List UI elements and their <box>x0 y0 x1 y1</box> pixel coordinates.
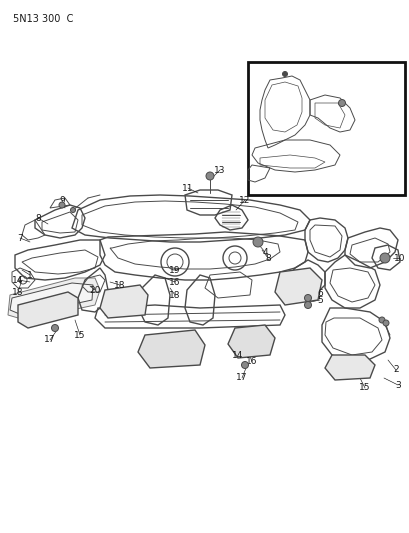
Text: 13: 13 <box>214 166 225 174</box>
Circle shape <box>205 172 213 180</box>
Circle shape <box>252 237 262 247</box>
Text: 3: 3 <box>394 381 400 390</box>
Polygon shape <box>100 285 148 318</box>
Text: 9: 9 <box>59 196 65 205</box>
Text: 15: 15 <box>358 384 370 392</box>
Polygon shape <box>138 330 204 368</box>
Text: 12: 12 <box>239 196 250 205</box>
Circle shape <box>382 320 388 326</box>
Text: 8: 8 <box>265 254 270 262</box>
Text: 8: 8 <box>35 214 41 222</box>
Text: 21: 21 <box>261 114 272 123</box>
Text: 6: 6 <box>316 288 322 297</box>
Text: 10: 10 <box>393 254 405 262</box>
Circle shape <box>52 325 58 332</box>
Polygon shape <box>274 268 321 305</box>
Circle shape <box>304 302 311 309</box>
Text: 4: 4 <box>261 247 267 256</box>
Text: 18: 18 <box>114 280 126 289</box>
Text: 20: 20 <box>89 286 101 295</box>
Circle shape <box>378 317 384 323</box>
Circle shape <box>338 100 345 107</box>
Circle shape <box>59 202 65 208</box>
Text: 16: 16 <box>246 358 257 367</box>
Text: 18: 18 <box>12 287 24 296</box>
Text: 17: 17 <box>236 374 247 383</box>
Polygon shape <box>18 292 78 328</box>
Text: 19: 19 <box>169 265 180 274</box>
Text: 1: 1 <box>27 271 33 279</box>
Circle shape <box>70 207 75 213</box>
Text: 15: 15 <box>74 330 85 340</box>
Text: 11: 11 <box>182 183 193 192</box>
Text: 5: 5 <box>316 295 322 304</box>
Text: 2: 2 <box>392 366 398 375</box>
Circle shape <box>304 295 311 302</box>
Circle shape <box>241 361 248 368</box>
Polygon shape <box>324 355 374 380</box>
Text: 16: 16 <box>169 278 180 287</box>
Polygon shape <box>8 278 100 320</box>
Text: 7: 7 <box>17 233 23 243</box>
Text: 17: 17 <box>44 335 56 344</box>
Bar <box>247 62 404 195</box>
Text: 14: 14 <box>12 276 24 285</box>
Circle shape <box>282 71 287 77</box>
Text: 14: 14 <box>232 351 243 359</box>
Circle shape <box>379 253 389 263</box>
Text: 5N13 300  C: 5N13 300 C <box>13 14 73 24</box>
Polygon shape <box>10 283 93 315</box>
Text: 18: 18 <box>169 290 180 300</box>
Text: 22: 22 <box>352 143 362 152</box>
Polygon shape <box>227 325 274 358</box>
